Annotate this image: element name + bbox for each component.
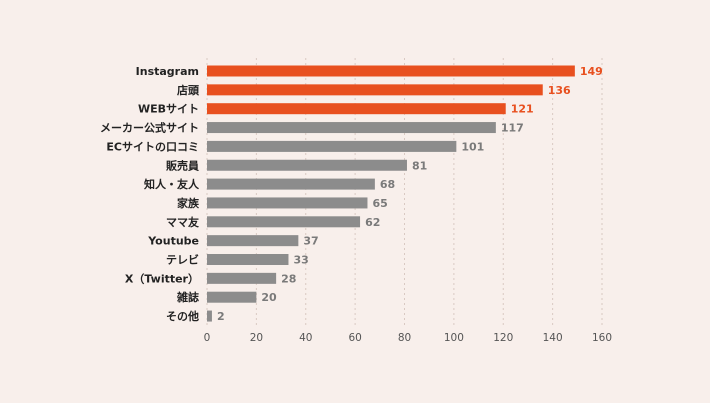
category-label: 店頭 <box>177 83 200 97</box>
category-label: Youtube <box>147 235 199 248</box>
bar <box>207 103 506 115</box>
value-label: 101 <box>461 140 484 153</box>
x-tick-label: 120 <box>493 332 513 344</box>
bar <box>207 84 543 96</box>
category-label: 販売員 <box>166 158 199 172</box>
category-label: テレビ <box>166 253 199 267</box>
bar <box>207 291 257 303</box>
value-label: 28 <box>281 272 296 285</box>
x-tick-label: 0 <box>204 332 211 344</box>
value-label: 20 <box>261 291 277 304</box>
value-label: 121 <box>511 103 534 116</box>
category-label: その他 <box>166 309 199 323</box>
bar <box>207 140 457 152</box>
value-label: 149 <box>580 65 603 78</box>
x-tick-label: 40 <box>299 332 312 344</box>
bar <box>207 310 212 322</box>
category-label: 雑誌 <box>176 290 199 304</box>
bar <box>207 178 375 190</box>
category-label: 知人・友人 <box>143 177 200 191</box>
x-axis-ticks: 0 20 40 60 80 100 120 140 160 <box>204 332 612 344</box>
value-label: 81 <box>412 159 427 172</box>
value-label: 62 <box>365 216 380 229</box>
bar <box>207 65 575 77</box>
value-label: 65 <box>372 197 387 210</box>
x-tick-label: 100 <box>444 332 464 344</box>
grid-lines <box>206 58 603 327</box>
bar <box>207 272 277 284</box>
category-label: WEBサイト <box>138 103 199 116</box>
x-tick-label: 60 <box>348 332 361 344</box>
value-labels: 149 136 121 117 101 81 68 65 62 37 33 28 20 2 <box>217 65 603 323</box>
value-label: 33 <box>293 254 308 267</box>
value-label: 117 <box>501 122 524 135</box>
category-label: ECサイトの口コミ <box>106 140 199 153</box>
x-tick-label: 140 <box>543 332 563 344</box>
category-label: メーカー公式サイト <box>100 121 199 135</box>
x-tick-label: 80 <box>398 332 411 344</box>
bar <box>207 197 368 209</box>
bar <box>207 254 289 265</box>
bars <box>207 65 575 322</box>
value-label: 2 <box>217 310 225 323</box>
category-label: ママ友 <box>166 215 199 229</box>
category-label: 家族 <box>177 196 200 210</box>
bar <box>207 159 407 171</box>
bar <box>207 216 361 228</box>
category-label: X（Twitter） <box>125 272 199 285</box>
x-tick-label: 160 <box>592 332 612 344</box>
value-label: 136 <box>548 84 571 97</box>
bar <box>207 122 496 134</box>
bar <box>207 235 299 247</box>
value-label: 37 <box>303 235 318 248</box>
category-label: Instagram <box>136 65 199 78</box>
x-tick-label: 20 <box>250 332 263 344</box>
value-label: 68 <box>380 178 395 191</box>
